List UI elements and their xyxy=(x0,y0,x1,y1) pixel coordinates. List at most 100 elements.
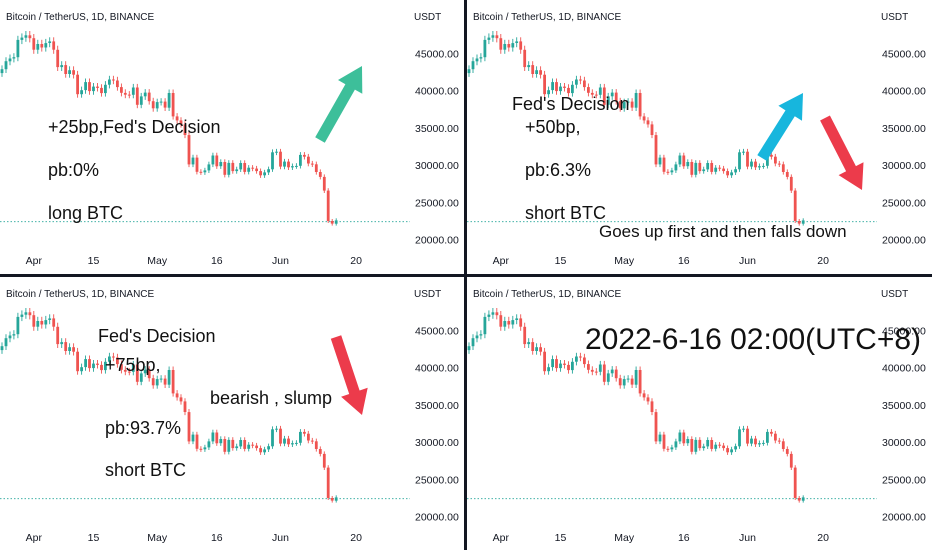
x-tick-label: May xyxy=(147,255,168,267)
candle-down xyxy=(682,432,686,444)
candle-down xyxy=(777,440,781,442)
candle-up xyxy=(191,157,195,165)
annotation-text: Fed's Decision xyxy=(98,326,215,346)
candle-down xyxy=(307,156,310,164)
candle-up xyxy=(467,69,471,74)
candle-up xyxy=(191,434,195,442)
candle-down xyxy=(587,87,590,93)
candle-up xyxy=(730,172,733,176)
candle-down xyxy=(638,370,642,394)
candle-down xyxy=(539,70,542,75)
candle-down xyxy=(579,79,582,81)
candle-up xyxy=(658,434,662,442)
candle-down xyxy=(754,438,757,445)
candle-up xyxy=(227,162,231,175)
candle-up xyxy=(483,316,487,335)
annotation-text: short BTC xyxy=(525,203,606,223)
x-tick-label: Jun xyxy=(272,532,289,544)
candle-down xyxy=(310,440,314,442)
candle-down xyxy=(88,359,91,369)
candle-down xyxy=(76,74,79,95)
candle-up xyxy=(263,449,266,453)
candle-down xyxy=(72,70,75,75)
candle-down xyxy=(112,356,115,358)
candle-down xyxy=(793,467,797,498)
candle-up xyxy=(299,431,302,443)
candle-up xyxy=(734,169,737,173)
candle-down xyxy=(662,157,666,172)
candle-up xyxy=(283,161,286,167)
candle-up xyxy=(686,439,690,444)
candle-up xyxy=(491,35,495,38)
annotation-text: long BTC xyxy=(48,203,123,223)
candle-down xyxy=(531,65,535,74)
candle-down xyxy=(120,87,123,93)
candle-down xyxy=(307,433,310,441)
candle-down xyxy=(326,190,330,221)
x-tick-label: Jun xyxy=(739,255,756,267)
candle-down xyxy=(718,444,722,446)
candle-down xyxy=(123,92,127,95)
candle-down xyxy=(147,92,151,102)
candle-up xyxy=(487,314,491,317)
candle-down xyxy=(199,448,203,450)
candle-down xyxy=(187,412,191,442)
x-tick-label: 20 xyxy=(817,255,829,267)
candle-down xyxy=(666,171,670,173)
candle-down xyxy=(40,44,44,48)
candle-up xyxy=(738,152,741,170)
candle-up xyxy=(295,165,298,167)
y-tick-label: 20000.00 xyxy=(882,235,926,247)
candle-down xyxy=(555,359,558,369)
candle-up xyxy=(44,43,48,48)
candle-down xyxy=(770,154,773,157)
x-tick-label: Apr xyxy=(493,255,510,267)
candle-down xyxy=(195,157,199,172)
currency-label: USDT xyxy=(414,289,441,300)
candle-down xyxy=(539,347,542,352)
x-tick-label: May xyxy=(614,255,635,267)
candle-down xyxy=(100,87,103,94)
annotation-text: pb:6.3% xyxy=(525,160,591,180)
candle-down xyxy=(797,221,801,224)
candle-down xyxy=(120,364,123,370)
candle-down xyxy=(646,397,650,402)
candle-up xyxy=(515,318,519,320)
candle-down xyxy=(171,370,175,394)
x-tick-label: May xyxy=(147,532,168,544)
candle-up xyxy=(239,440,243,447)
x-tick-label: 16 xyxy=(211,532,223,544)
candle-down xyxy=(781,164,785,172)
candle-down xyxy=(318,449,322,454)
candle-down xyxy=(135,364,139,382)
candle-up xyxy=(167,93,171,108)
candle-up xyxy=(159,101,163,103)
candle-up xyxy=(559,363,562,369)
candle-down xyxy=(72,347,75,352)
candle-up xyxy=(235,169,239,172)
candle-down xyxy=(279,428,282,444)
candle-down xyxy=(650,124,654,135)
candle-down xyxy=(642,393,646,398)
candle-up xyxy=(694,439,698,452)
candle-down xyxy=(96,86,99,88)
candle-down xyxy=(287,161,290,168)
candle-up xyxy=(575,356,578,362)
candle-up xyxy=(60,342,64,345)
panel-4: Bitcoin / TetherUS, 1D, BINANCE USDT 45000… xyxy=(467,289,926,544)
candle-down xyxy=(175,393,179,398)
x-tick-label: 15 xyxy=(555,255,567,267)
candle-up xyxy=(139,373,143,382)
candle-up xyxy=(159,378,163,380)
x-tick-label: 20 xyxy=(350,532,362,544)
candle-down xyxy=(746,151,749,167)
candle-down xyxy=(579,356,582,358)
candle-down xyxy=(587,364,590,370)
y-tick-label: 20000.00 xyxy=(415,512,459,524)
candle-down xyxy=(654,412,658,442)
candle-down xyxy=(64,65,68,74)
candle-down xyxy=(746,428,749,444)
candle-down xyxy=(171,93,175,117)
candle-down xyxy=(567,87,570,94)
